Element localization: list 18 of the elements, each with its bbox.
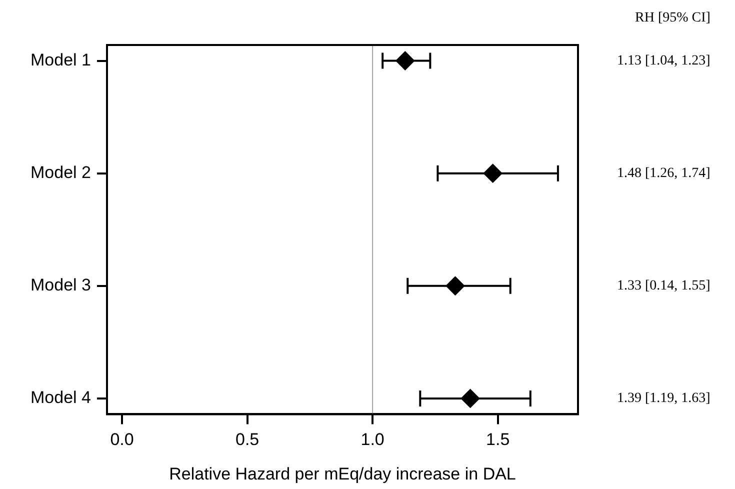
point <box>396 51 415 70</box>
data-label: 1.13 [1.04, 1.23] <box>617 53 710 68</box>
x-axis-title: Relative Hazard per mEq/day increase in DAL <box>169 464 516 484</box>
y-tick-label: Model 2 <box>30 163 91 182</box>
y-tick-label: Model 4 <box>30 388 91 408</box>
x-tick-label: 0.5 <box>235 430 260 450</box>
point <box>446 276 465 296</box>
text: RH [95% CI] <box>635 10 710 26</box>
y-tick-label: Model 3 <box>30 276 91 295</box>
point <box>483 164 502 183</box>
data-label: 1.39 [1.19, 1.63] <box>617 391 710 406</box>
x-tick-label: 0.0 <box>110 430 134 450</box>
y-tick-label: Model 1 <box>30 50 91 70</box>
data-label: 1.33 [0.14, 1.55] <box>617 278 710 294</box>
point <box>460 388 480 408</box>
x-tick-label: 1.5 <box>486 430 510 450</box>
data-label: 1.48 [1.26, 1.74] <box>617 166 710 181</box>
x-tick-label: 1.0 <box>360 430 384 450</box>
